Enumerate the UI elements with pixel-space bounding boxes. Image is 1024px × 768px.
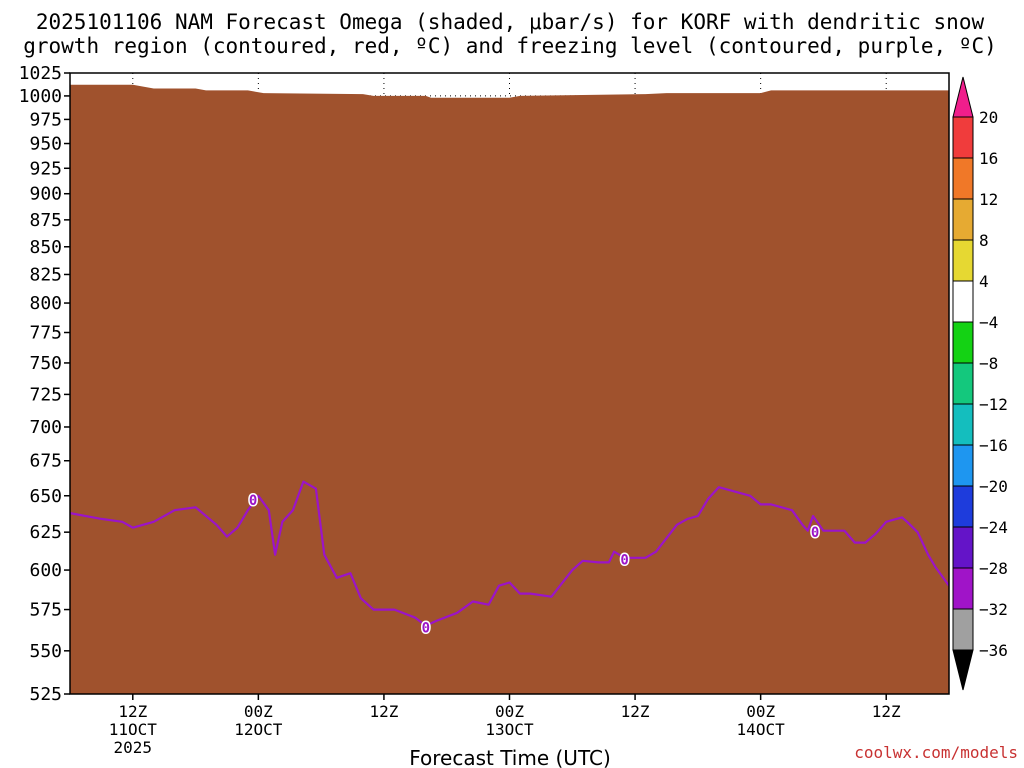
x-tick-label-42-1: 13OCT	[485, 720, 534, 739]
colorbar-label-6: −8	[979, 354, 998, 373]
y-tick-label-600: 600	[29, 560, 62, 581]
colorbar-label-2: 12	[979, 190, 998, 209]
colorbar-segment-neg20	[952, 485, 974, 528]
x-tick-label-6-0: 12Z	[118, 702, 147, 721]
colorbar-label-4: 4	[979, 272, 989, 291]
colorbar-segment-neg8	[952, 362, 974, 405]
colorbar-label-9: −20	[979, 477, 1008, 496]
colorbar: 20 16 12 8 4 −4 −8 −12 −16 −20 −24 −28 −32 −36	[952, 76, 1008, 691]
y-tick-label-625: 625	[29, 522, 62, 543]
y-tick-label-525: 525	[29, 684, 62, 705]
y-tick-label-925: 925	[29, 158, 62, 179]
y-tick-label-1025: 1025	[19, 63, 62, 84]
colorbar-segment-pos16	[952, 116, 974, 159]
x-tick-label-6-2: 2025	[114, 738, 153, 757]
terrain-fill	[70, 84, 949, 694]
x-tick-label-18-0: 00Z	[244, 702, 273, 721]
y-tick-label-950: 950	[29, 134, 62, 155]
colorbar-segment-neg28	[952, 567, 974, 610]
colorbar-label-0: 20	[979, 108, 998, 127]
colorbar-label-1: 16	[979, 149, 998, 168]
colorbar-label-8: −16	[979, 436, 1008, 455]
colorbar-segment-pos8	[952, 198, 974, 241]
colorbar-label-10: −24	[979, 518, 1008, 537]
colorbar-segment-neg4	[952, 321, 974, 364]
colorbar-label-11: −28	[979, 559, 1008, 578]
x-tick-label-42-0: 00Z	[495, 702, 524, 721]
colorbar-arrow-top	[952, 76, 974, 118]
chart-title-line2: growth region (contoured, red, ºC) and f…	[23, 34, 997, 58]
freezing-level-label-2: 0	[620, 552, 628, 568]
colorbar-segment-neg12	[952, 403, 974, 446]
chart-title-line1: 2025101106 NAM Forecast Omega (shaded, μ…	[36, 10, 985, 34]
y-tick-label-875: 875	[29, 210, 62, 231]
colorbar-segment-neg24	[952, 526, 974, 569]
y-tick-label-700: 700	[29, 417, 62, 438]
y-tick-label-775: 775	[29, 323, 62, 344]
x-tick-label-66-0: 00Z	[746, 702, 775, 721]
x-tick-label-30-0: 12Z	[369, 702, 398, 721]
y-axis: 525 550 575 600 625 650 675 700 725 750 775 800 825 8…	[19, 63, 70, 705]
x-axis-label: Forecast Time (UTC)	[409, 746, 611, 768]
colorbar-label-3: 8	[979, 231, 989, 250]
y-tick-label-800: 800	[29, 293, 62, 314]
colorbar-label-7: −12	[979, 395, 1008, 414]
freezing-level-layer: 0 0 0 0	[70, 480, 949, 638]
y-tick-label-575: 575	[29, 600, 62, 621]
x-tick-label-54-0: 12Z	[621, 702, 650, 721]
colorbar-segment-zero	[952, 280, 974, 323]
x-tick-label-66-1: 14OCT	[737, 720, 786, 739]
colorbar-label-12: −32	[979, 600, 1008, 619]
colorbar-label-13: −36	[979, 641, 1008, 660]
credit-text: coolwx.com/models	[854, 743, 1018, 762]
y-tick-label-900: 900	[29, 184, 62, 205]
colorbar-label-5: −4	[979, 313, 998, 332]
x-tick-label-6-1: 11OCT	[109, 720, 158, 739]
y-tick-label-825: 825	[29, 264, 62, 285]
freezing-level-line	[70, 480, 949, 627]
y-tick-label-750: 750	[29, 353, 62, 374]
colorbar-segment-pos4	[952, 239, 974, 282]
y-tick-label-650: 650	[29, 486, 62, 507]
x-tick-label-78-0: 12Z	[872, 702, 901, 721]
colorbar-segment-neg32	[952, 608, 974, 651]
colorbar-arrow-bottom	[952, 649, 974, 691]
y-tick-label-550: 550	[29, 641, 62, 662]
y-tick-label-975: 975	[29, 109, 62, 130]
colorbar-segment-pos12	[952, 157, 974, 200]
y-tick-label-675: 675	[29, 451, 62, 472]
y-tick-label-1000: 1000	[19, 86, 62, 107]
y-tick-label-725: 725	[29, 384, 62, 405]
freezing-level-label-3: 0	[811, 525, 819, 541]
freezing-level-label-1: 0	[422, 620, 430, 636]
x-tick-label-18-1: 12OCT	[234, 720, 283, 739]
freezing-level-label-0: 0	[249, 493, 257, 509]
colorbar-segment-neg16	[952, 444, 974, 487]
terrain-layer	[70, 84, 949, 694]
y-tick-label-850: 850	[29, 237, 62, 258]
